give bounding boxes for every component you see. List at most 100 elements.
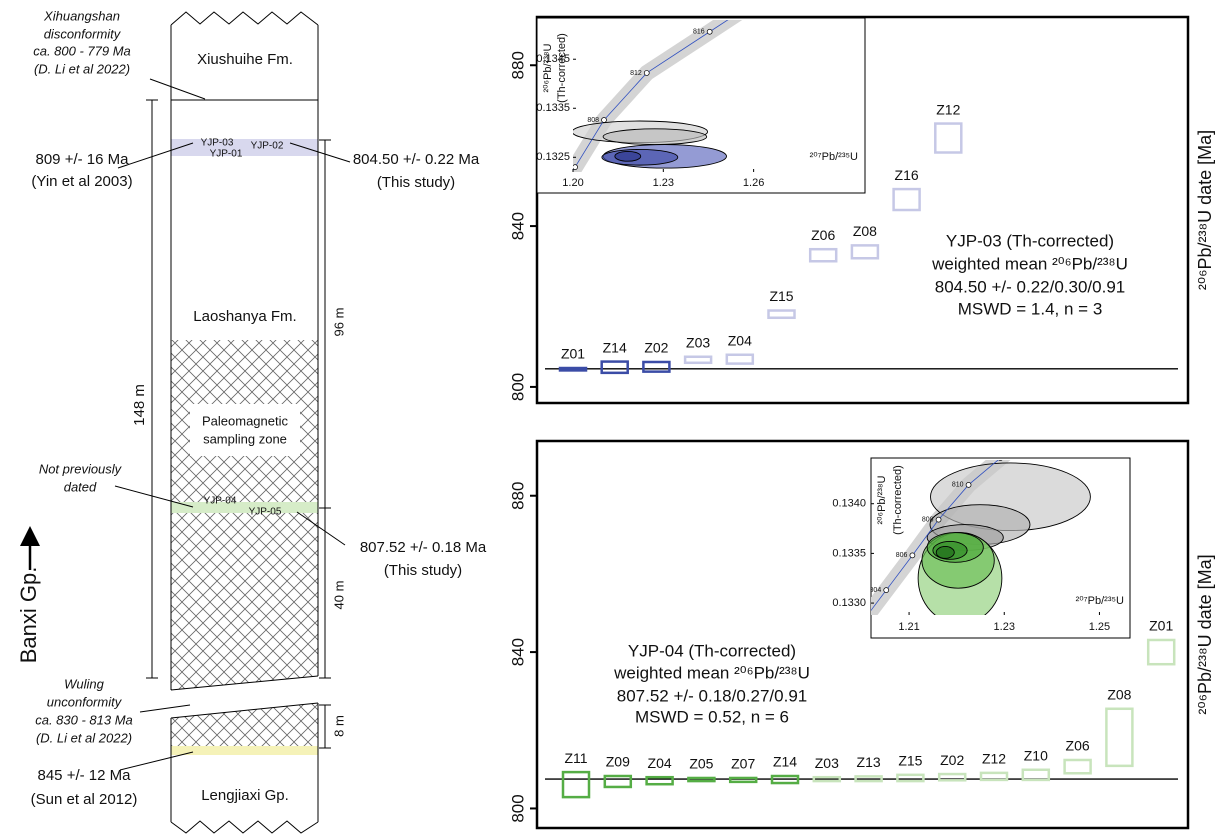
category-label: Z07	[731, 756, 755, 772]
category-label: Z05	[689, 756, 713, 772]
annotation: weighted mean ²⁰⁶Pb/²³⁸U	[613, 663, 810, 682]
y-tick-label: 880	[508, 482, 527, 510]
category-label: Z03	[686, 334, 710, 350]
age-note: 807.52 +/- 0.18 Ma	[360, 539, 487, 556]
plot-area: 804 806 808 810 812	[870, 404, 1091, 615]
category-label: Z09	[606, 754, 630, 770]
annotation: 807.52 +/- 0.18/0.27/0.91	[617, 686, 807, 705]
category-label: Z12	[982, 751, 1006, 767]
plot-frame	[535, 15, 1190, 405]
column-side	[170, 703, 319, 822]
y-tick-label: 0.1340	[832, 498, 866, 510]
sample-label: YJP-01	[210, 149, 243, 160]
y-axis-label: ²⁰⁶Pb/²³⁸U date [Ma]	[1195, 554, 1215, 714]
zone-label: Paleomagnetic	[202, 413, 288, 428]
y-tick-label: 800	[508, 373, 527, 401]
unconformity-note: (D. Li et al 2022)	[34, 61, 130, 76]
leader	[149, 78, 206, 100]
date-box	[1105, 707, 1134, 768]
concordia-age-label: 808	[922, 516, 934, 523]
x-axis-label: ²⁰⁷Pb/²³⁵U	[810, 151, 858, 163]
date-box	[1063, 758, 1092, 775]
category-label: Z06	[811, 227, 835, 243]
annotation: MSWD = 1.4, n = 3	[958, 299, 1103, 318]
concordia-inset: 804 806 808 810 812 1.21 1.23 1.25 0.1330 0.1335 0…	[832, 404, 1131, 639]
date-box	[558, 366, 588, 372]
concordia-age-label: 812	[630, 70, 642, 77]
group-label: Banxi Gp.	[16, 567, 41, 664]
category-label: Z12	[936, 101, 960, 117]
scale-bar	[319, 139, 331, 679]
sample-band	[171, 502, 318, 513]
column-side	[170, 25, 319, 690]
concordia-age-point	[643, 70, 650, 76]
unconformity-note: ca. 830 - 813 Ma	[35, 712, 133, 727]
sample-label: YJP-02	[251, 141, 284, 152]
concordia-age-label: 812	[984, 455, 996, 462]
y-tick-label: 880	[508, 51, 527, 79]
unconformity-note: (D. Li et al 2022)	[36, 730, 132, 745]
sample-label: YJP-04	[204, 496, 237, 507]
annotation: MSWD = 0.52, n = 6	[635, 707, 789, 726]
annotation: weighted mean ²⁰⁶Pb/²³⁸U	[931, 254, 1128, 273]
x-tick-label: 1.23	[994, 621, 1015, 633]
date-box	[808, 247, 838, 263]
date-box	[725, 353, 755, 365]
y-axis-label: (Th-corrected)	[556, 33, 568, 103]
date-box	[812, 775, 842, 783]
concordia-extension	[871, 589, 887, 612]
concordia-age-point	[935, 516, 942, 523]
concordia-age-point	[601, 117, 607, 123]
category-label: Z04	[648, 755, 672, 771]
thickness-label: 40 m	[331, 581, 346, 610]
formation: Laoshanya Fm.	[193, 308, 296, 325]
category-label: Z10	[1024, 747, 1048, 763]
date-box	[603, 774, 633, 789]
date-box	[642, 360, 671, 373]
date-box	[728, 776, 758, 784]
concordia-age-point	[998, 460, 1003, 461]
category-label: Z08	[1107, 686, 1131, 702]
concordia-age-label: 804	[870, 587, 882, 594]
scale-bar	[146, 99, 158, 679]
date-box	[892, 187, 921, 212]
formation: Xiushuihe Fm.	[197, 51, 293, 68]
date-box	[854, 775, 883, 783]
leader	[139, 704, 191, 713]
x-axis-label: ²⁰⁷Pb/²³⁵U	[1076, 595, 1124, 607]
jagged-bottom	[170, 820, 319, 834]
plot-area: 804808812816	[573, 20, 743, 172]
error-ellipse	[935, 545, 955, 559]
age-note: 845 +/- 12 Ma	[38, 767, 132, 784]
leader	[289, 142, 351, 163]
x-tick-label: 1.21	[898, 621, 919, 633]
age-note: (This study)	[384, 562, 462, 579]
x-tick-label: 1.20	[562, 177, 583, 189]
date-box	[896, 773, 925, 783]
y-tick-label: 800	[508, 794, 527, 822]
category-label: Z15	[898, 753, 922, 769]
y-tick-label: 840	[508, 638, 527, 666]
y-tick-label: 0.1330	[832, 597, 866, 609]
thickness-label: 148 m	[131, 384, 148, 426]
unconformity-note: Wuling	[64, 676, 105, 691]
leader	[119, 751, 194, 771]
category-label: Z14	[773, 754, 797, 770]
concordia-extension	[1000, 404, 1064, 458]
date-box	[687, 776, 716, 783]
concordia-age-label: 816	[693, 29, 705, 36]
y-tick-label: 0.1335	[832, 547, 866, 559]
concordia-age-point	[706, 28, 713, 35]
rank-order-chart: 800 840 880 ²⁰⁶Pb/²³⁸U date [Ma] Z11 Z09 Z04 Z0…	[508, 439, 1215, 830]
plot-frame	[535, 439, 1190, 830]
concordia-curve	[574, 31, 710, 168]
date-box	[937, 772, 967, 782]
scale-bar	[319, 704, 331, 749]
date-box	[683, 355, 713, 365]
date-box	[600, 360, 629, 375]
error-ellipse	[602, 128, 708, 145]
sample-band	[171, 746, 318, 755]
annotation: YJP-04 (Th-corrected)	[628, 641, 796, 660]
date-box	[767, 309, 796, 320]
hatch-zone	[171, 340, 318, 690]
